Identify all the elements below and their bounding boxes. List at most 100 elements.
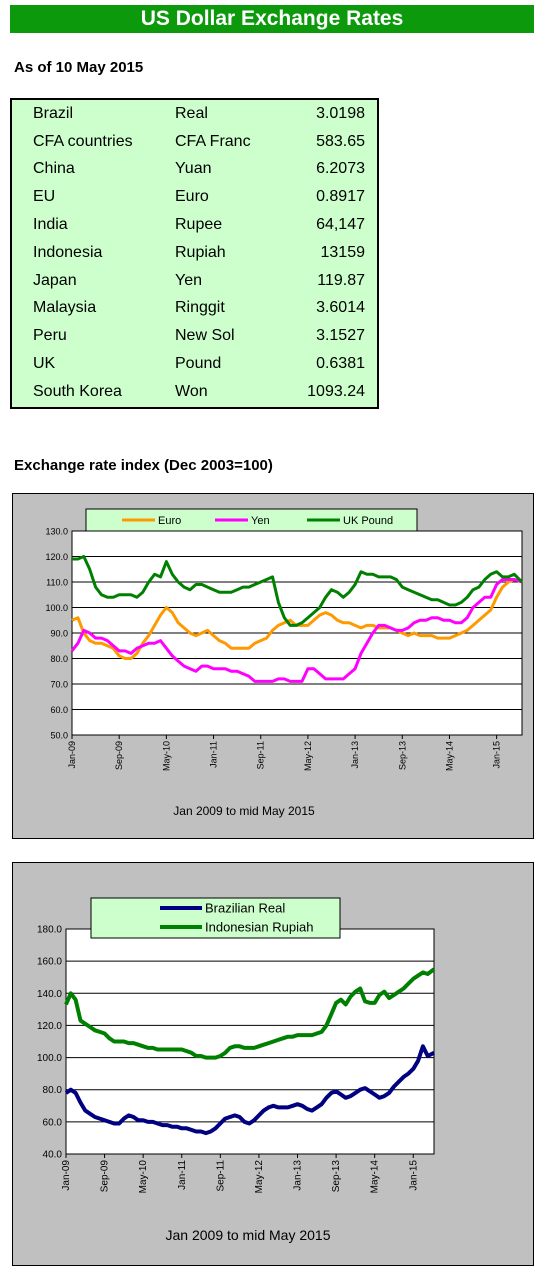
y-tick-label: 130.0: [45, 527, 68, 537]
country-cell: EU: [33, 188, 56, 206]
rate-cell: 6.2073: [316, 160, 365, 178]
x-tick-label: May-14: [370, 1160, 381, 1194]
x-tick-label: Sep-09: [100, 1160, 111, 1193]
country-cell: Malaysia: [33, 299, 97, 317]
x-tick-label: May-14: [444, 741, 454, 771]
currency-cell: Euro: [175, 188, 209, 206]
x-tick-label: Jan-15: [408, 1160, 419, 1191]
rate-row: Malaysia Ringgit 3.6014: [33, 295, 365, 323]
rate-cell: 0.8917: [316, 188, 365, 206]
legend-label: Brazilian Real: [205, 901, 285, 916]
currency-cell: Rupee: [175, 216, 223, 234]
currency-cell: Pound: [175, 355, 222, 373]
chart-caption: Jan 2009 to mid May 2015: [166, 1227, 331, 1243]
country-cell: India: [33, 216, 68, 234]
rate-row: Indonesia Rupiah 13159: [33, 239, 365, 267]
x-tick-label: Sep-09: [114, 741, 124, 770]
x-tick-label: Jan-15: [492, 741, 502, 769]
index-section-title: Exchange rate index (Dec 2003=100): [14, 457, 273, 474]
country-cell: China: [33, 160, 75, 178]
series-line-uk-pound: [72, 555, 524, 627]
rate-row: Brazil Real 3.0198: [33, 100, 365, 128]
rate-cell: 1093.24: [307, 382, 365, 400]
currency-cell: Yuan: [175, 160, 212, 178]
currency-cell: Won: [175, 382, 208, 400]
rate-row: India Rupee 64,147: [33, 211, 365, 239]
y-tick-label: 140.0: [37, 989, 62, 1000]
legend-label: Yen: [251, 515, 270, 527]
currency-cell: CFA Franc: [175, 132, 251, 150]
rate-cell: 119.87: [317, 271, 365, 289]
currency-cell: Real: [175, 104, 208, 122]
series-line-brazilian-real: [64, 1044, 435, 1136]
y-tick-label: 80.0: [50, 654, 68, 664]
rate-row: UK Pound 0.6381: [33, 350, 365, 378]
x-tick-label: May-12: [303, 741, 313, 771]
x-tick-label: May-10: [161, 741, 171, 771]
rate-cell: 3.6014: [316, 299, 365, 317]
x-tick-label: Jan-09: [61, 1160, 72, 1191]
rate-row: China Yuan 6.2073: [33, 156, 365, 184]
legend-label: UK Pound: [343, 515, 393, 527]
x-tick-label: Jan-13: [293, 1160, 304, 1191]
x-tick-label: Jan-09: [67, 741, 77, 769]
rate-row: South Korea Won 1093.24: [33, 378, 365, 406]
country-cell: Indonesia: [33, 243, 103, 261]
rates-table: Brazil Real 3.0198 CFA countries CFA Franc 58…: [33, 100, 365, 406]
currency-cell: Ringgit: [175, 299, 225, 317]
y-tick-label: 120.0: [37, 1021, 62, 1032]
y-tick-label: 180.0: [37, 925, 62, 936]
real-rupiah-chart: 40.0 60.0 80.0 100.0 120.0 140.0 160.0 180.0 Ja…: [12, 862, 534, 1266]
y-tick-label: 80.0: [43, 1085, 63, 1096]
chart-legend: [85, 508, 418, 532]
chart-legend: [90, 897, 341, 939]
x-tick-label: Sep-11: [215, 1160, 226, 1192]
y-tick-label: 70.0: [50, 680, 68, 690]
y-tick-label: 90.0: [50, 629, 68, 639]
x-tick-label: Sep-11: [256, 741, 266, 769]
country-cell: Japan: [33, 271, 77, 289]
rate-cell: 3.0198: [316, 104, 365, 122]
rate-row: Peru New Sol 3.1527: [33, 322, 365, 350]
rate-cell: 0.6381: [316, 355, 365, 373]
rate-row: CFA countries CFA Franc 583.65: [33, 128, 365, 156]
country-cell: CFA countries: [33, 132, 133, 150]
country-cell: Brazil: [33, 104, 74, 122]
rate-cell: 64,147: [316, 216, 365, 234]
x-tick-label: Jan-11: [209, 741, 219, 768]
rate-row: Japan Yen 119.87: [33, 267, 365, 295]
x-tick-label: Jan-11: [177, 1160, 188, 1190]
currency-cell: New Sol: [175, 327, 235, 345]
x-tick-label: Sep-13: [331, 1160, 342, 1193]
page-title-banner: US Dollar Exchange Rates: [10, 5, 534, 33]
rates-table-box: Brazil Real 3.0198 CFA countries CFA Franc 58…: [10, 98, 379, 409]
y-tick-label: 40.0: [43, 1150, 63, 1161]
rate-row: EU Euro 0.8917: [33, 183, 365, 211]
rate-cell: 13159: [320, 243, 366, 261]
currency-cell: Yen: [175, 271, 202, 289]
x-tick-label: May-12: [254, 1160, 265, 1194]
country-cell: South Korea: [33, 382, 122, 400]
legend-label: Euro: [158, 515, 181, 527]
rate-cell: 583.65: [316, 132, 365, 150]
rate-cell: 3.1527: [316, 327, 365, 345]
y-tick-label: 100.0: [37, 1053, 62, 1064]
y-tick-label: 120.0: [45, 552, 68, 562]
country-cell: Peru: [33, 327, 67, 345]
legend-label: Indonesian Rupiah: [205, 920, 313, 935]
x-tick-label: Sep-13: [397, 741, 407, 770]
y-tick-label: 50.0: [50, 731, 68, 741]
x-tick-label: Jan-13: [350, 741, 360, 769]
y-tick-label: 60.0: [50, 705, 68, 715]
series-line-yen: [70, 578, 523, 683]
currency-cell: Rupiah: [175, 243, 226, 261]
exchange-index-chart: 50.0 60.0 70.0 80.0 90.0 100.0 110.0 120.0 130.0…: [12, 493, 534, 839]
series-line-indonesian-rupiah: [64, 967, 436, 1060]
country-cell: UK: [33, 355, 56, 373]
y-tick-label: 60.0: [43, 1117, 63, 1128]
y-tick-label: 100.0: [45, 603, 68, 613]
x-tick-label: May-10: [138, 1160, 149, 1194]
y-tick-label: 160.0: [37, 957, 62, 968]
chart-caption: Jan 2009 to mid May 2015: [173, 804, 315, 818]
y-tick-label: 110.0: [46, 578, 68, 588]
